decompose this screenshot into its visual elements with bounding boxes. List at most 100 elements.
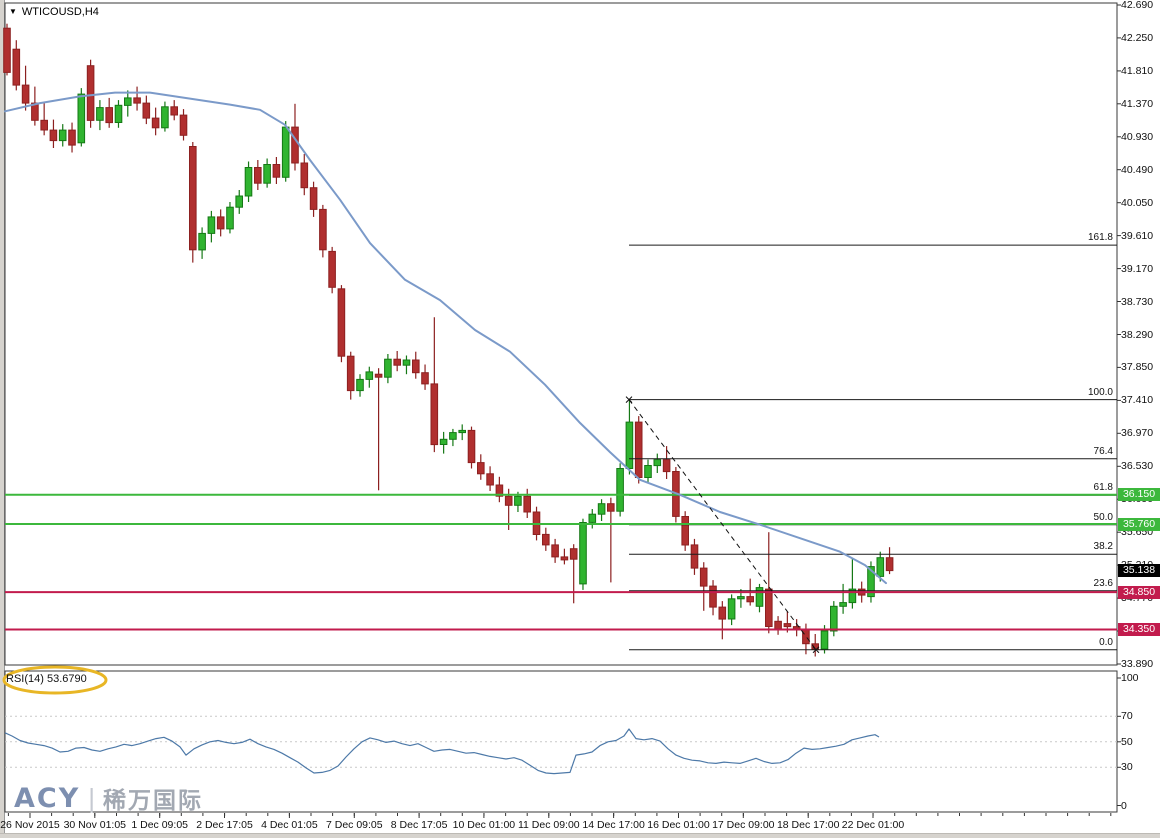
fib-level-label: 100.0 — [1087, 386, 1113, 398]
candle-body — [439, 438, 448, 445]
candle-body — [170, 106, 178, 116]
trendline-handle — [812, 646, 820, 654]
candle-body — [681, 516, 690, 546]
price-badge-36.150: 36.150 — [1118, 488, 1160, 502]
candle-body — [746, 596, 755, 603]
time-axis-label: 7 Dec 09:05 — [325, 819, 383, 831]
candle-body — [161, 106, 169, 129]
candle-body — [449, 432, 457, 440]
broker-logo: ACY | 稀万国际 — [14, 781, 203, 815]
symbol-dropdown-icon[interactable]: ▼ — [9, 7, 17, 16]
price-axis-label: 39.610 — [1121, 229, 1154, 242]
candle-body — [12, 48, 21, 86]
candle-body — [634, 421, 643, 479]
fib-level-label: 23.6 — [1093, 577, 1113, 589]
candle-body — [198, 232, 206, 251]
candle-body — [616, 468, 624, 512]
candle-body — [356, 378, 364, 392]
candle-body — [254, 167, 262, 184]
candle-body — [727, 598, 736, 620]
candle-body — [384, 358, 392, 378]
candle-body — [77, 93, 86, 144]
candle-body — [579, 522, 587, 585]
fib-level-label: 50.0 — [1093, 511, 1113, 523]
symbol-label: WTICOUSD,H4 — [21, 6, 99, 18]
time-axis-label: 17 Dec 09:00 — [712, 819, 775, 831]
price-axis-label: 38.730 — [1121, 295, 1154, 308]
candle-body — [504, 495, 513, 506]
candle-body — [402, 359, 411, 366]
candle-body — [105, 107, 114, 124]
candle-body — [179, 114, 188, 136]
candle-body — [709, 585, 717, 608]
candle-body — [412, 359, 420, 374]
fib-level-label: 61.8 — [1093, 482, 1113, 494]
candle-body — [189, 146, 197, 251]
time-axis-label: 14 Dec 17:00 — [582, 819, 645, 831]
candle-body — [281, 126, 290, 178]
candle-body — [523, 495, 532, 513]
rsi-indicator-label: RSI(14) 53.6790 — [6, 673, 87, 685]
candle-body — [346, 355, 355, 392]
candle-body — [560, 556, 569, 561]
price-axis-label: 37.850 — [1121, 361, 1154, 374]
candle-body — [319, 208, 327, 251]
rsi-scale-label: 100 — [1121, 672, 1139, 684]
logo-divider: | — [88, 782, 96, 813]
time-axis-label: 1 Dec 09:05 — [131, 819, 188, 831]
fib-level-label: 76.4 — [1093, 445, 1113, 457]
candle-body — [133, 97, 141, 104]
candle-body — [151, 117, 160, 129]
price-axis-label: 40.930 — [1121, 130, 1154, 143]
price-axis-label: 37.410 — [1121, 394, 1154, 407]
candle-body — [588, 513, 597, 523]
time-axis-label: 30 Nov 01:05 — [63, 819, 127, 831]
candle-body — [374, 373, 383, 378]
candle-body — [542, 533, 550, 546]
time-axis-label: 22 Dec 01:00 — [841, 819, 905, 831]
candle-body — [830, 605, 838, 632]
price-badge-35.760: 35.760 — [1118, 517, 1160, 531]
candle-body — [49, 129, 58, 142]
candle-body — [291, 126, 299, 164]
logo-brand: ACY — [14, 782, 81, 814]
candle-body — [58, 129, 67, 142]
symbol-title: ▼ WTICOUSD,H4 — [9, 6, 99, 18]
candle-body — [755, 587, 764, 607]
time-axis-label: 4 Dec 01:05 — [261, 819, 318, 831]
candle-body — [337, 288, 346, 357]
candle-body — [430, 383, 439, 446]
candle-body — [495, 484, 504, 497]
time-axis-label: 18 Dec 17:00 — [776, 819, 840, 831]
candle-body — [802, 629, 810, 645]
candle-body — [365, 371, 374, 380]
fib-level-label: 38.2 — [1093, 541, 1113, 553]
price-axis-label: 36.530 — [1121, 460, 1154, 473]
candle-body — [328, 250, 336, 288]
candle-body — [625, 421, 634, 470]
rsi-scale-label: 0 — [1121, 799, 1127, 812]
candle-body — [216, 216, 225, 230]
candle-body — [31, 102, 39, 121]
candle-body — [765, 588, 773, 627]
moving-average-line — [4, 91, 887, 585]
candle-body — [569, 548, 578, 560]
rsi-line — [4, 728, 880, 775]
fib-level-label: 0.0 — [1099, 636, 1113, 648]
time-axis-label: 10 Dec 01:00 — [452, 819, 516, 831]
candle-body — [263, 164, 271, 184]
price-axis-label: 36.970 — [1121, 427, 1154, 440]
candle-body — [393, 358, 401, 366]
price-axis-label: 41.810 — [1121, 64, 1154, 77]
main-pane-border — [4, 2, 1118, 666]
candle-body — [885, 557, 894, 572]
candle-body — [551, 544, 559, 558]
price-axis-label: 40.050 — [1121, 196, 1154, 209]
price-axis-label: 42.690 — [1121, 0, 1154, 11]
candle-body — [477, 462, 485, 475]
rsi-scale-label: 50 — [1121, 735, 1133, 748]
time-axis-label: 11 Dec 09:00 — [517, 819, 580, 831]
candle-body — [839, 602, 847, 607]
